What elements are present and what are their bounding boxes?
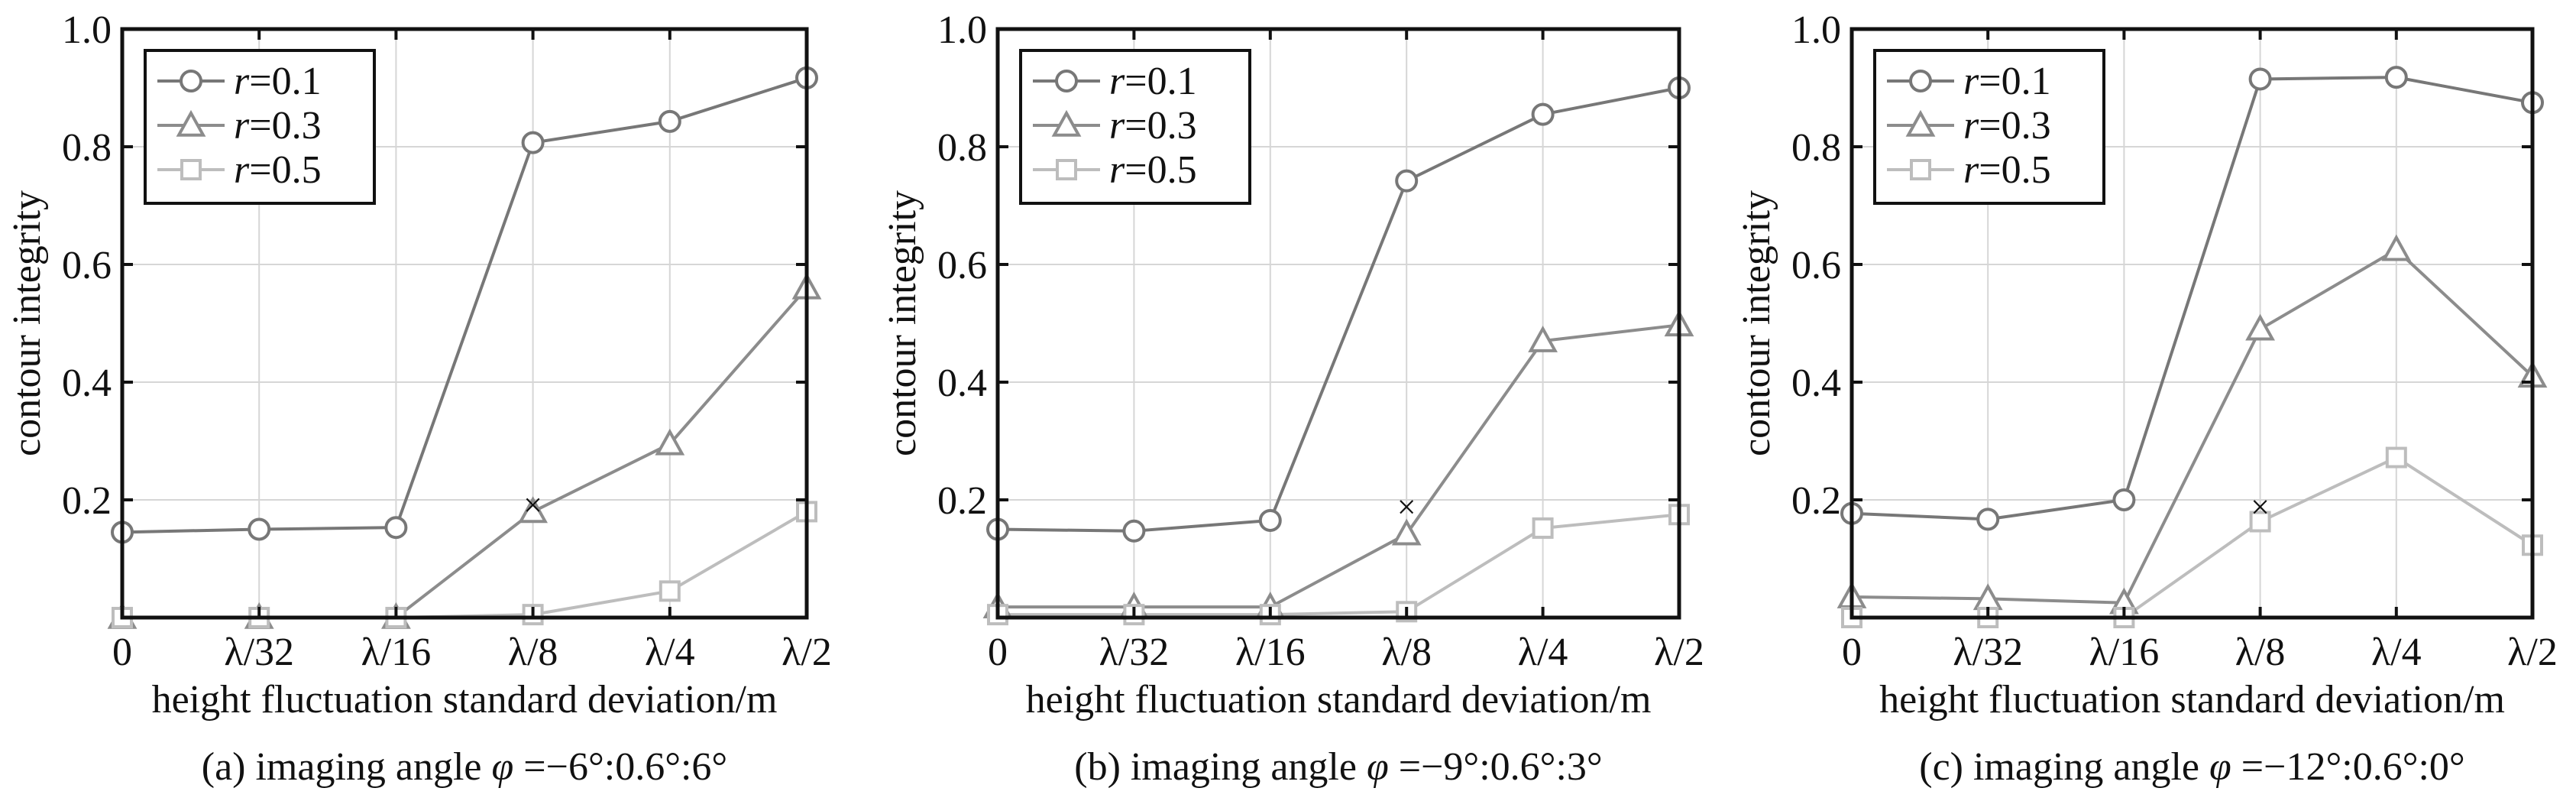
y-tick-label: 0.8 xyxy=(62,126,112,170)
y-tick-label: 0.4 xyxy=(1791,362,1841,405)
legend-marker-triangle xyxy=(1051,109,1082,137)
annotation-cross-marker: × xyxy=(1397,488,1416,526)
legend-marker-triangle xyxy=(176,109,206,137)
x-tick-label: 0 xyxy=(1842,631,1862,674)
plot-frame xyxy=(120,27,809,620)
legend-marker-triangle xyxy=(1905,109,1936,137)
legend-label: r=0.5 xyxy=(234,148,322,192)
x-tick-label: λ/32 xyxy=(224,631,294,674)
y-tick-label: 1.0 xyxy=(937,8,987,52)
legend-label: r=0.3 xyxy=(1109,104,1197,148)
y-tick-label: 0.2 xyxy=(937,479,987,523)
y-tick-label: 0.4 xyxy=(937,362,987,405)
legend-label: r=0.1 xyxy=(1963,60,2051,103)
legend-label: r=0.5 xyxy=(1109,148,1197,192)
legend-marker-square xyxy=(180,159,202,180)
series-line-triangle xyxy=(1851,248,2534,605)
figure-caption: (a) imaging angle φ =−6°:0.6°:6° xyxy=(202,745,727,789)
x-tick-label: λ/32 xyxy=(1953,631,2023,674)
x-tick-label: λ/8 xyxy=(1381,631,1432,674)
plot-frame xyxy=(995,27,1681,620)
chart-panel-1: × 0 λ/32 λ/16 λ/8 λ/4 λ/2 0.2 0.4 0.6 0.8 1.0 height… xyxy=(5,8,832,789)
data-point-circle xyxy=(1258,508,1282,532)
data-point-circle xyxy=(1395,169,1419,193)
y-axis-label: contour integrity xyxy=(5,190,49,456)
y-axis-label: contour integrity xyxy=(881,190,924,456)
y-tick-label: 1.0 xyxy=(62,8,112,52)
x-tick-label: λ/2 xyxy=(1654,631,1704,674)
x-tick-label: λ/4 xyxy=(2371,631,2422,674)
legend-marker-circle xyxy=(1055,70,1078,92)
legend-label: r=0.3 xyxy=(234,104,322,148)
data-point-circle xyxy=(658,109,681,133)
data-point-square xyxy=(2385,446,2407,469)
legend-label: r=0.3 xyxy=(1963,104,2051,148)
series-line-triangle xyxy=(998,323,1680,609)
figure-caption: (b) imaging angle φ =−9°:0.6°:3° xyxy=(1074,745,1602,789)
chart-panel-3: × 0 λ/32 λ/16 λ/8 λ/4 λ/2 0.2 0.4 0.6 0.8 1.0 height… xyxy=(1735,8,2558,789)
data-point-triangle xyxy=(518,496,548,524)
x-tick-label: λ/16 xyxy=(2089,631,2160,674)
data-point-triangle xyxy=(2245,313,2275,341)
x-axis-label: height fluctuation standard deviation/m xyxy=(1879,678,2505,722)
y-tick-label: 0.8 xyxy=(937,126,987,170)
legend-label: r=0.5 xyxy=(1963,148,2051,192)
legend-marker-square xyxy=(1056,159,1077,180)
y-tick-label: 0.2 xyxy=(1791,479,1841,523)
chart-panel-2: × 0 λ/32 λ/16 λ/8 λ/4 λ/2 0.2 0.4 0.6 0.8 1.0 height… xyxy=(881,8,1704,789)
y-tick-label: 0.6 xyxy=(62,244,112,287)
x-tick-label: λ/2 xyxy=(2507,631,2558,674)
y-tick-label: 0.6 xyxy=(1791,244,1841,287)
series-line-circle xyxy=(997,86,1680,533)
series-line-square xyxy=(1852,456,2534,619)
y-axis-label: contour integrity xyxy=(1735,190,1778,456)
data-point-square xyxy=(659,580,681,602)
y-tick-label: 0.2 xyxy=(62,479,112,523)
legend-label: r=0.1 xyxy=(1109,60,1197,103)
data-point-circle xyxy=(384,516,408,540)
data-point-square xyxy=(2249,511,2271,533)
data-point-circle xyxy=(248,517,271,541)
data-point-triangle xyxy=(655,428,685,456)
x-tick-label: 0 xyxy=(988,631,1008,674)
x-tick-label: λ/2 xyxy=(782,631,832,674)
annotation-cross-marker: × xyxy=(2251,488,2270,526)
legend-marker-circle xyxy=(180,70,202,92)
data-point-circle xyxy=(2248,67,2272,91)
data-point-triangle xyxy=(1528,325,1558,352)
data-point-circle xyxy=(1531,102,1555,126)
data-point-square xyxy=(1532,517,1554,539)
x-axis-label: height fluctuation standard deviation/m xyxy=(152,678,778,722)
data-point-circle xyxy=(1122,519,1146,543)
data-point-circle xyxy=(2112,488,2136,511)
legend-marker-square xyxy=(1910,159,1931,180)
x-axis-label: height fluctuation standard deviation/m xyxy=(1026,678,1652,722)
legend-label: r=0.1 xyxy=(234,60,322,103)
y-tick-label: 0.8 xyxy=(1791,126,1841,170)
data-point-circle xyxy=(2384,66,2408,89)
annotation-cross-marker: × xyxy=(523,487,542,524)
data-point-triangle xyxy=(1391,518,1422,546)
series-line-circle xyxy=(121,76,807,534)
x-tick-label: λ/16 xyxy=(361,631,432,674)
y-tick-label: 0.4 xyxy=(62,362,112,405)
series-line-square xyxy=(998,513,1680,617)
x-tick-label: λ/16 xyxy=(1235,631,1306,674)
figure-caption: (c) imaging angle φ =−12°:0.6°:0° xyxy=(1919,745,2464,789)
x-tick-label: λ/4 xyxy=(1518,631,1568,674)
x-tick-label: 0 xyxy=(112,631,132,674)
data-point-circle xyxy=(521,131,545,154)
x-tick-label: λ/4 xyxy=(645,631,695,674)
legend-marker-circle xyxy=(1909,70,1932,92)
data-point-circle xyxy=(1976,508,2000,531)
x-tick-label: λ/8 xyxy=(2235,631,2286,674)
plot-frame xyxy=(1849,27,2535,620)
x-tick-label: λ/32 xyxy=(1099,631,1170,674)
x-tick-label: λ/8 xyxy=(508,631,558,674)
data-point-triangle xyxy=(2381,234,2412,261)
y-tick-label: 1.0 xyxy=(1791,8,1841,52)
y-tick-label: 0.6 xyxy=(937,244,987,287)
series-line-circle xyxy=(1851,76,2533,521)
